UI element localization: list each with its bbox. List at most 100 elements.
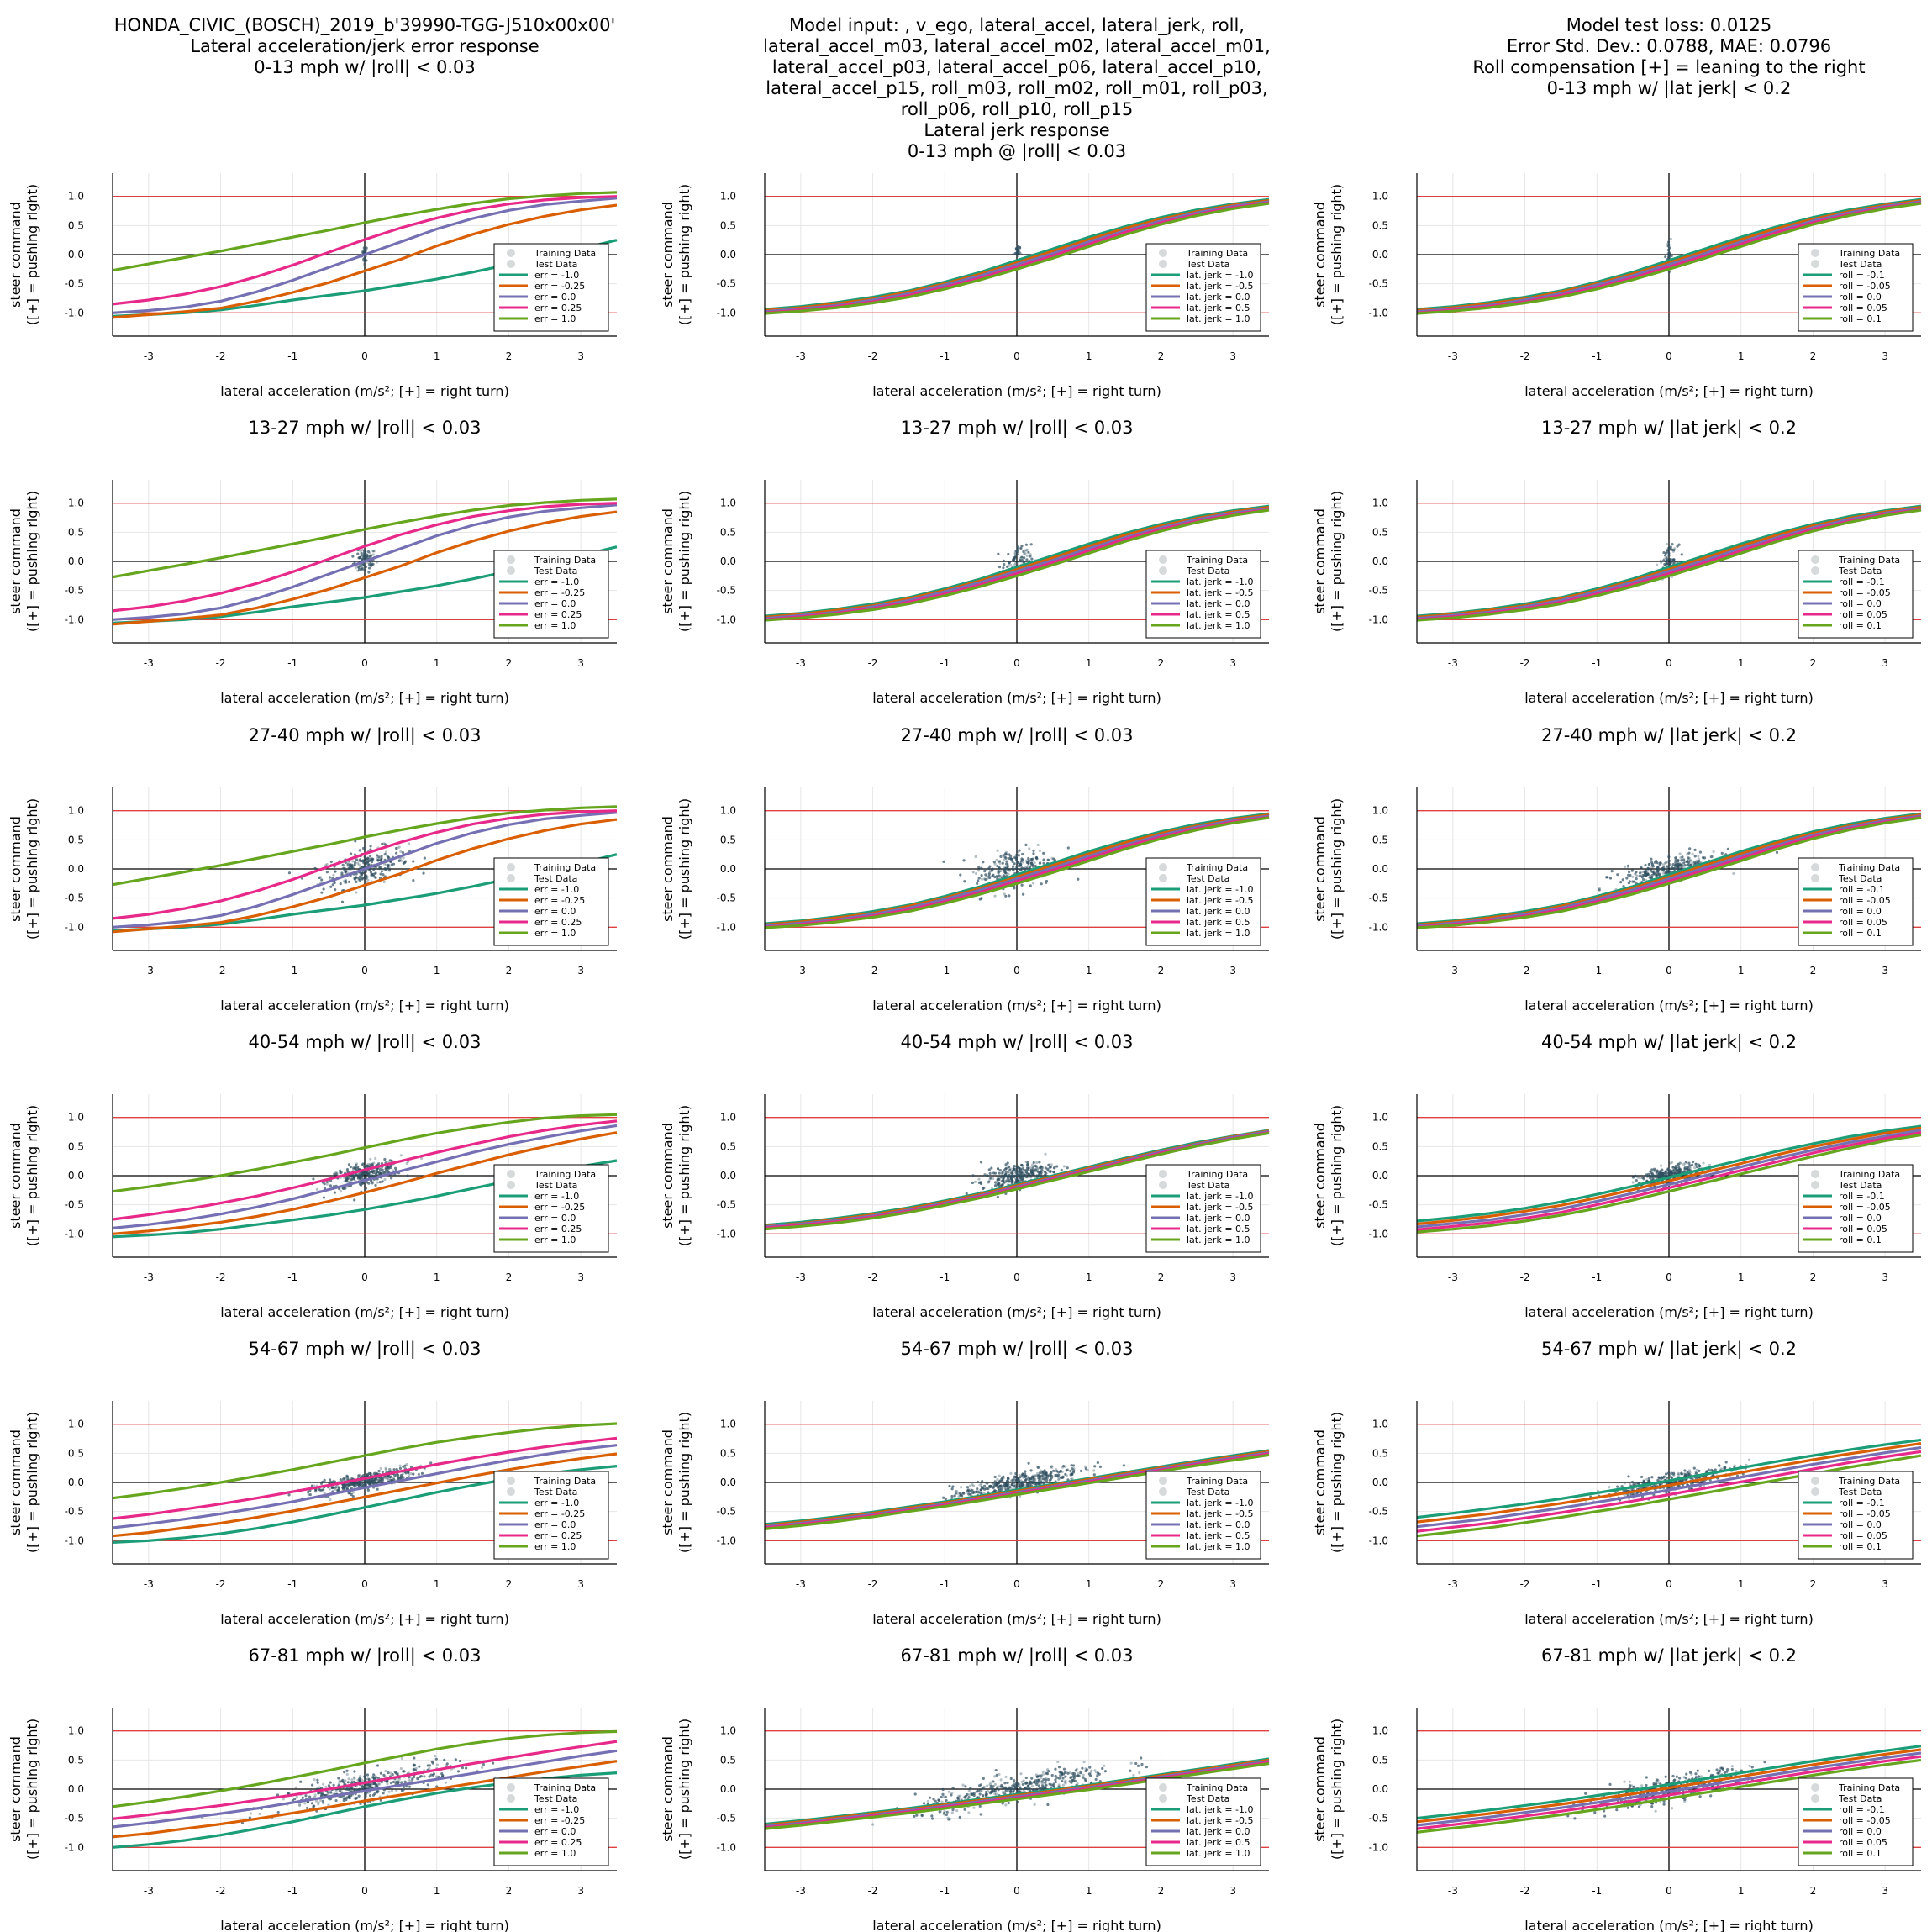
series-line-3 xyxy=(112,1124,618,1229)
scatter-point xyxy=(993,1171,998,1175)
scatter-point xyxy=(1733,1464,1736,1467)
scatter-point xyxy=(301,1796,304,1799)
scatter-point xyxy=(997,552,1000,555)
subplot-title: 40-54 mph w/ |roll| < 0.03 xyxy=(249,1032,482,1053)
subplot-r4-c3: 40-54 mph w/ |lat jerk| < 0.2-3 -2 -1 0 1 2 3-… xyxy=(1312,1032,1922,1320)
subplot-r6-c2: 67-81 mph w/ |roll| < 0.03-3 -2 -1 0 1 2 3-1.0… xyxy=(660,1645,1270,1932)
scatter-point xyxy=(367,1783,371,1787)
scatter-point xyxy=(434,1757,438,1761)
scatter-point xyxy=(1646,867,1650,871)
legend-label: lat. jerk = -0.5 xyxy=(1187,587,1254,598)
scatter-point xyxy=(983,870,987,873)
scatter-point xyxy=(982,1777,985,1780)
scatter-point xyxy=(392,1468,396,1471)
scatter-point xyxy=(1025,866,1029,870)
scatter-point xyxy=(951,1485,955,1488)
scatter-point xyxy=(1650,866,1654,869)
y-axis-label: steer command xyxy=(8,1736,24,1842)
scatter-point xyxy=(1046,1778,1050,1782)
scatter-point xyxy=(1009,1777,1013,1781)
scatter-point xyxy=(1635,1178,1638,1182)
scatter-point xyxy=(322,1802,325,1805)
scatter-point xyxy=(1048,1166,1051,1169)
scatter-point xyxy=(1036,1170,1040,1173)
scatter-point xyxy=(378,1782,382,1786)
scatter-point xyxy=(1043,1477,1046,1482)
subplot-title: 40-54 mph w/ |roll| < 0.03 xyxy=(901,1032,1134,1053)
scatter-point xyxy=(971,1174,975,1177)
series-line-4 xyxy=(112,1119,618,1221)
scatter-point xyxy=(1642,1175,1645,1178)
scatter-point xyxy=(359,875,362,878)
scatter-point xyxy=(360,1482,363,1486)
scatter-point xyxy=(325,1180,329,1183)
scatter-point xyxy=(930,1817,934,1820)
scatter-point xyxy=(355,880,358,883)
scatter-point xyxy=(345,1476,349,1479)
x-tick-label: 3 xyxy=(577,657,584,669)
x-tick-label: -3 xyxy=(1448,1271,1458,1283)
scatter-point xyxy=(1660,561,1663,565)
scatter-point xyxy=(1050,856,1054,860)
scatter-point xyxy=(372,1161,376,1165)
scatter-point xyxy=(953,1494,956,1498)
scatter-point xyxy=(1634,871,1637,875)
legend-marker xyxy=(1811,555,1819,564)
scatter-point xyxy=(384,1468,387,1471)
scatter-point xyxy=(1016,1784,1019,1788)
x-tick-label: 1 xyxy=(434,965,440,977)
legend-box xyxy=(493,243,609,332)
y-axis-label: steer command xyxy=(660,202,676,308)
y-axis-label: steer command xyxy=(660,508,676,614)
scatter-point xyxy=(1610,870,1614,873)
legend-label: lat. jerk = -1.0 xyxy=(1187,1498,1254,1508)
scatter-point xyxy=(342,1797,345,1800)
scatter-point xyxy=(980,866,983,870)
y-axis-label: ([+] = pushing right) xyxy=(1329,1412,1345,1553)
scatter-point xyxy=(329,1791,333,1794)
scatter-point xyxy=(384,867,387,871)
scatter-point xyxy=(342,1781,346,1784)
scatter-point xyxy=(998,867,1001,871)
scatter-point xyxy=(1002,566,1005,570)
y-tick-label: 0.0 xyxy=(1372,1477,1388,1488)
scatter-point xyxy=(913,1792,917,1796)
scatter-point xyxy=(991,1482,994,1485)
legend-label: lat. jerk = -0.5 xyxy=(1187,1202,1254,1213)
scatter-point xyxy=(287,871,292,875)
scatter-point xyxy=(955,1809,959,1813)
scatter-point xyxy=(368,1162,371,1166)
scatter-point xyxy=(1687,856,1692,860)
scatter-point xyxy=(1672,548,1676,552)
x-tick-label: 2 xyxy=(506,657,513,669)
scatter-point xyxy=(374,1183,377,1187)
scatter-point xyxy=(368,1479,371,1482)
scatter-point xyxy=(347,880,351,883)
scatter-point xyxy=(1013,1475,1017,1478)
scatter-point xyxy=(1680,859,1683,862)
legend-label: err = -0.25 xyxy=(534,281,585,292)
y-axis-label: ([+] = pushing right) xyxy=(676,798,692,940)
scatter-point xyxy=(361,567,364,571)
scatter-point xyxy=(297,1803,302,1808)
scatter-point xyxy=(1050,1163,1053,1166)
scatter-point xyxy=(992,861,996,864)
scatter-point xyxy=(363,874,367,878)
scatter-point xyxy=(991,867,994,871)
y-tick-label: 0.0 xyxy=(720,555,736,567)
scatter-point xyxy=(1693,848,1697,851)
legend-label: roll = -0.05 xyxy=(1839,587,1891,598)
scatter-point xyxy=(943,1813,946,1816)
scatter-point xyxy=(1088,1766,1092,1769)
scatter-point xyxy=(353,1198,356,1202)
scatter-point xyxy=(992,1780,995,1783)
scatter-point xyxy=(345,1772,349,1776)
scatter-point xyxy=(368,1793,372,1798)
scatter-point xyxy=(350,866,354,870)
scatter-point xyxy=(996,1477,999,1482)
scatter-point xyxy=(426,1764,429,1767)
subplot-r4-c1: 40-54 mph w/ |roll| < 0.03-3 -2 -1 0 1 2 3-1.0… xyxy=(8,1032,618,1320)
scatter-point xyxy=(1069,1469,1072,1473)
scatter-point xyxy=(1007,1170,1010,1174)
